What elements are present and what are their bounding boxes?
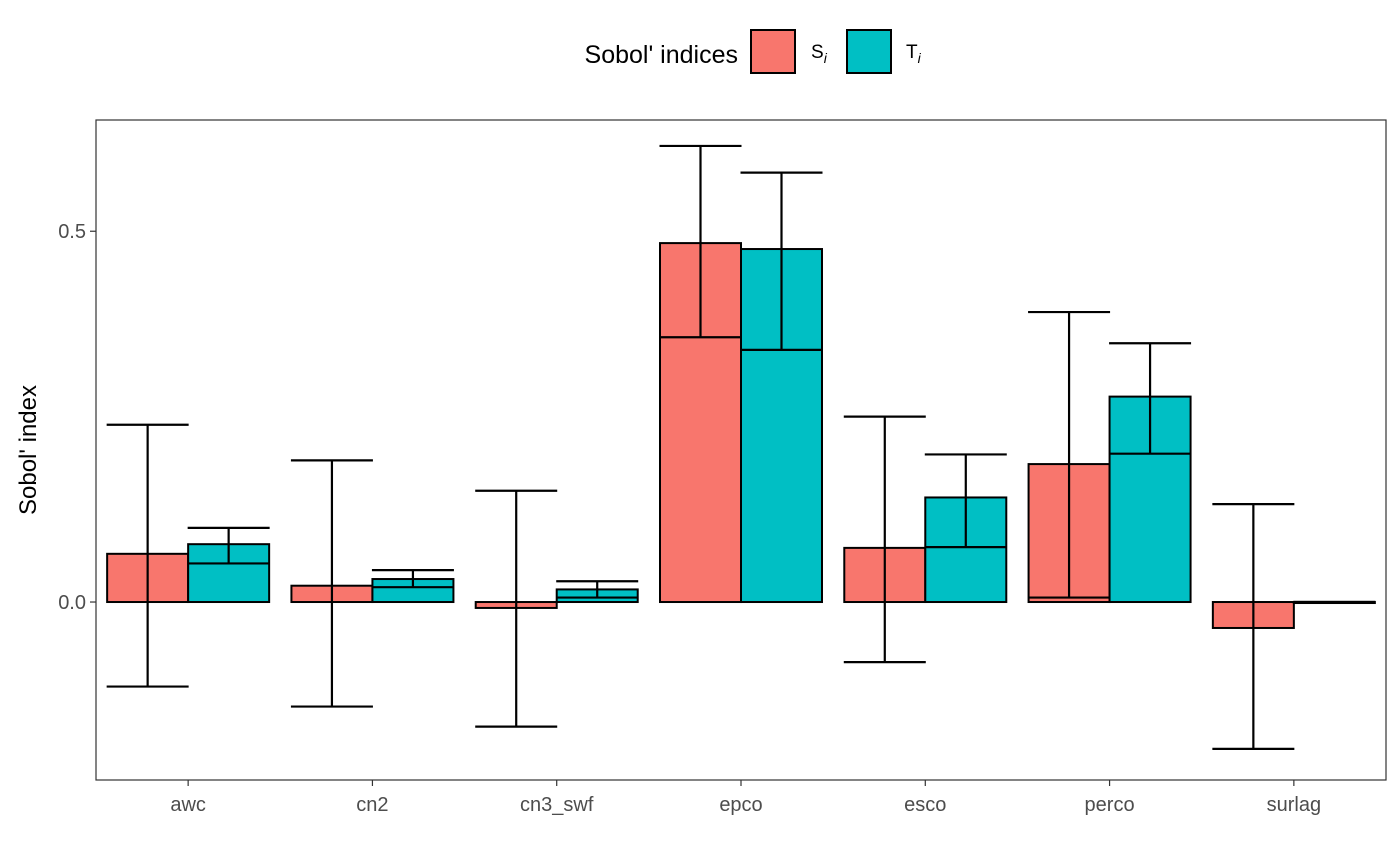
- bars-layer: [106, 242, 1376, 629]
- legend-label-si-base: S: [811, 42, 824, 63]
- plot-panel-border: [95, 119, 1387, 781]
- legend-key-si: [750, 29, 796, 74]
- errorbar-ti-perco: [1109, 342, 1192, 455]
- y-tick-label: 0.5: [58, 221, 86, 243]
- errorbar-si-epco: [659, 144, 742, 339]
- errorbar-si-awc: [106, 423, 189, 688]
- x-tick-label-epco: epco: [719, 794, 762, 816]
- errorbar-ti-cn3_swf: [556, 580, 639, 599]
- legend-label-ti-sub: i: [918, 50, 922, 66]
- y-axis-title: Sobol' index: [15, 385, 42, 515]
- errorbar-ti-awc: [187, 526, 270, 565]
- x-tick-label-awc: awc: [170, 794, 206, 816]
- errorbar-si-surlag: [1212, 503, 1295, 750]
- legend: Sobol' indices Si Ti: [585, 29, 922, 74]
- errorbar-si-esco: [843, 415, 926, 664]
- errorbars-layer: [106, 144, 1376, 750]
- x-tick-label-perco: perco: [1085, 794, 1135, 816]
- legend-key-ti: [846, 29, 892, 74]
- errorbar-si-cn3_swf: [475, 489, 558, 728]
- errorbar-ti-esco: [924, 453, 1007, 549]
- errorbar-si-perco: [1028, 310, 1111, 599]
- x-tick-label-cn2: cn2: [356, 794, 388, 816]
- x-tick-label-esco: esco: [904, 794, 946, 816]
- x-tick-label-surlag: surlag: [1267, 794, 1321, 816]
- x-tick-label-cn3_swf: cn3_swf: [520, 794, 594, 816]
- legend-title: Sobol' indices: [585, 41, 738, 69]
- legend-label-ti: Ti: [906, 42, 922, 66]
- axes-layer: 0.0 0.5 awc cn2 cn3_swf epco esco perco surlag: [58, 221, 1321, 816]
- y-tick-label: 0.0: [58, 592, 86, 614]
- legend-label-si: Si: [811, 42, 828, 66]
- errorbar-si-cn2: [290, 459, 373, 708]
- legend-label-si-sub: i: [824, 50, 828, 66]
- errorbar-ti-epco: [740, 171, 823, 351]
- errorbar-ti-cn2: [371, 569, 454, 589]
- legend-label-ti-base: T: [906, 42, 918, 63]
